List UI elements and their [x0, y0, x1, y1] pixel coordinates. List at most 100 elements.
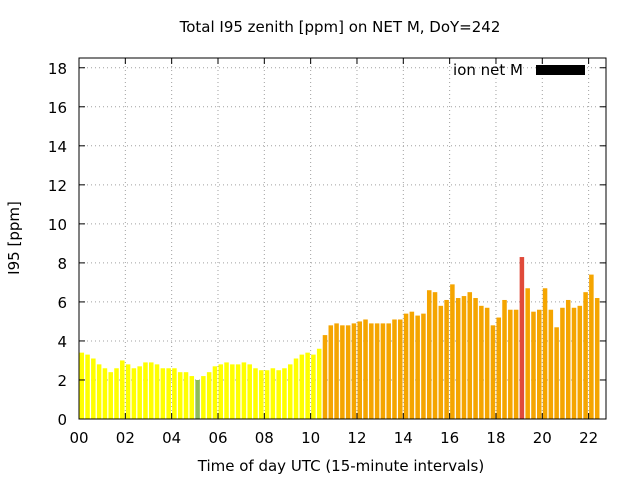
- bar: [201, 376, 206, 419]
- bar: [102, 368, 108, 419]
- bars: [79, 257, 600, 419]
- bar: [340, 325, 345, 419]
- bar: [108, 372, 113, 419]
- bar: [398, 319, 403, 419]
- legend-label: ion net M: [453, 61, 523, 79]
- bar: [594, 298, 600, 419]
- bar: [392, 319, 397, 419]
- bar: [230, 364, 235, 419]
- bar: [189, 376, 195, 419]
- bar: [137, 366, 142, 419]
- x-tick-label: 18: [486, 429, 505, 447]
- bar: [450, 284, 455, 419]
- bar: [96, 364, 102, 419]
- bar: [334, 323, 339, 419]
- y-tick-label: 0: [57, 411, 67, 429]
- bar: [513, 309, 519, 419]
- y-tick-label: 16: [48, 99, 67, 117]
- bar: [160, 368, 166, 419]
- bar: [299, 354, 305, 419]
- bar: [374, 323, 380, 419]
- bar: [461, 296, 467, 419]
- bar: [224, 362, 229, 419]
- y-tick-label: 2: [57, 372, 67, 390]
- bar: [525, 288, 530, 419]
- x-tick-label: 00: [69, 429, 88, 447]
- x-tick-label: 22: [579, 429, 598, 447]
- bar: [345, 325, 351, 419]
- y-tick-label: 14: [48, 138, 67, 156]
- bar: [287, 364, 293, 419]
- bar: [455, 298, 461, 419]
- bar: [583, 292, 588, 419]
- bar: [542, 288, 548, 419]
- bar: [177, 372, 183, 419]
- bar: [172, 368, 177, 419]
- bar: [143, 362, 148, 419]
- bar: [409, 311, 415, 419]
- bar: [380, 323, 386, 419]
- bar: [432, 292, 438, 419]
- x-tick-label: 14: [394, 429, 413, 447]
- bar: [357, 321, 362, 419]
- bar: [508, 309, 513, 419]
- bar: [253, 368, 258, 419]
- plot-frame: [78, 57, 607, 420]
- y-tick-label: 12: [48, 177, 67, 195]
- x-axis: 00 02 04 06 08 10 12 14 16 18 20 22: [69, 58, 598, 447]
- bar: [120, 360, 125, 419]
- bar: [125, 364, 131, 419]
- bar: [293, 358, 299, 419]
- bar: [247, 364, 252, 419]
- bar: [421, 313, 426, 419]
- bar: [166, 368, 171, 419]
- bar: [270, 368, 276, 419]
- bar: [91, 358, 96, 419]
- bar: [351, 323, 357, 419]
- bar: [444, 299, 449, 419]
- y-axis: 0 2 4 6 8 10 12 14 16 18: [48, 60, 606, 429]
- bar: [531, 311, 536, 419]
- x-tick-label: 12: [347, 429, 366, 447]
- bar: [282, 368, 287, 419]
- bar: [316, 348, 322, 419]
- y-tick-label: 4: [57, 333, 67, 351]
- bar: [264, 370, 270, 419]
- bar: [114, 368, 119, 419]
- bar: [519, 257, 525, 419]
- bar: [560, 307, 565, 419]
- bar: [502, 299, 507, 419]
- bar: [154, 364, 160, 419]
- legend: ion net M: [453, 61, 585, 79]
- bar: [131, 368, 137, 419]
- bar: [328, 325, 334, 419]
- bar: [212, 366, 218, 419]
- bar: [438, 305, 444, 419]
- x-tick-label: 06: [208, 429, 227, 447]
- bar: [305, 352, 310, 419]
- bar: [311, 354, 316, 419]
- x-tick-label: 08: [255, 429, 274, 447]
- bar: [79, 352, 85, 419]
- bar: [218, 364, 224, 419]
- bar: [85, 354, 90, 419]
- bar: [195, 379, 200, 419]
- x-tick-label: 02: [116, 429, 135, 447]
- x-axis-label: Time of day UTC (15-minute intervals): [197, 457, 484, 475]
- x-tick-label: 10: [301, 429, 320, 447]
- bar: [183, 372, 189, 419]
- x-tick-label: 04: [162, 429, 181, 447]
- bar: [415, 315, 420, 419]
- bar: [206, 372, 212, 419]
- bar: [554, 327, 559, 419]
- bar: [473, 298, 478, 419]
- x-tick-label: 20: [533, 429, 552, 447]
- grid-lines: [79, 58, 606, 419]
- legend-swatch: [536, 65, 585, 75]
- y-tick-label: 18: [48, 60, 67, 78]
- bar: [426, 290, 432, 419]
- bar: [259, 370, 264, 419]
- bar: [241, 362, 247, 419]
- bar: [148, 362, 154, 419]
